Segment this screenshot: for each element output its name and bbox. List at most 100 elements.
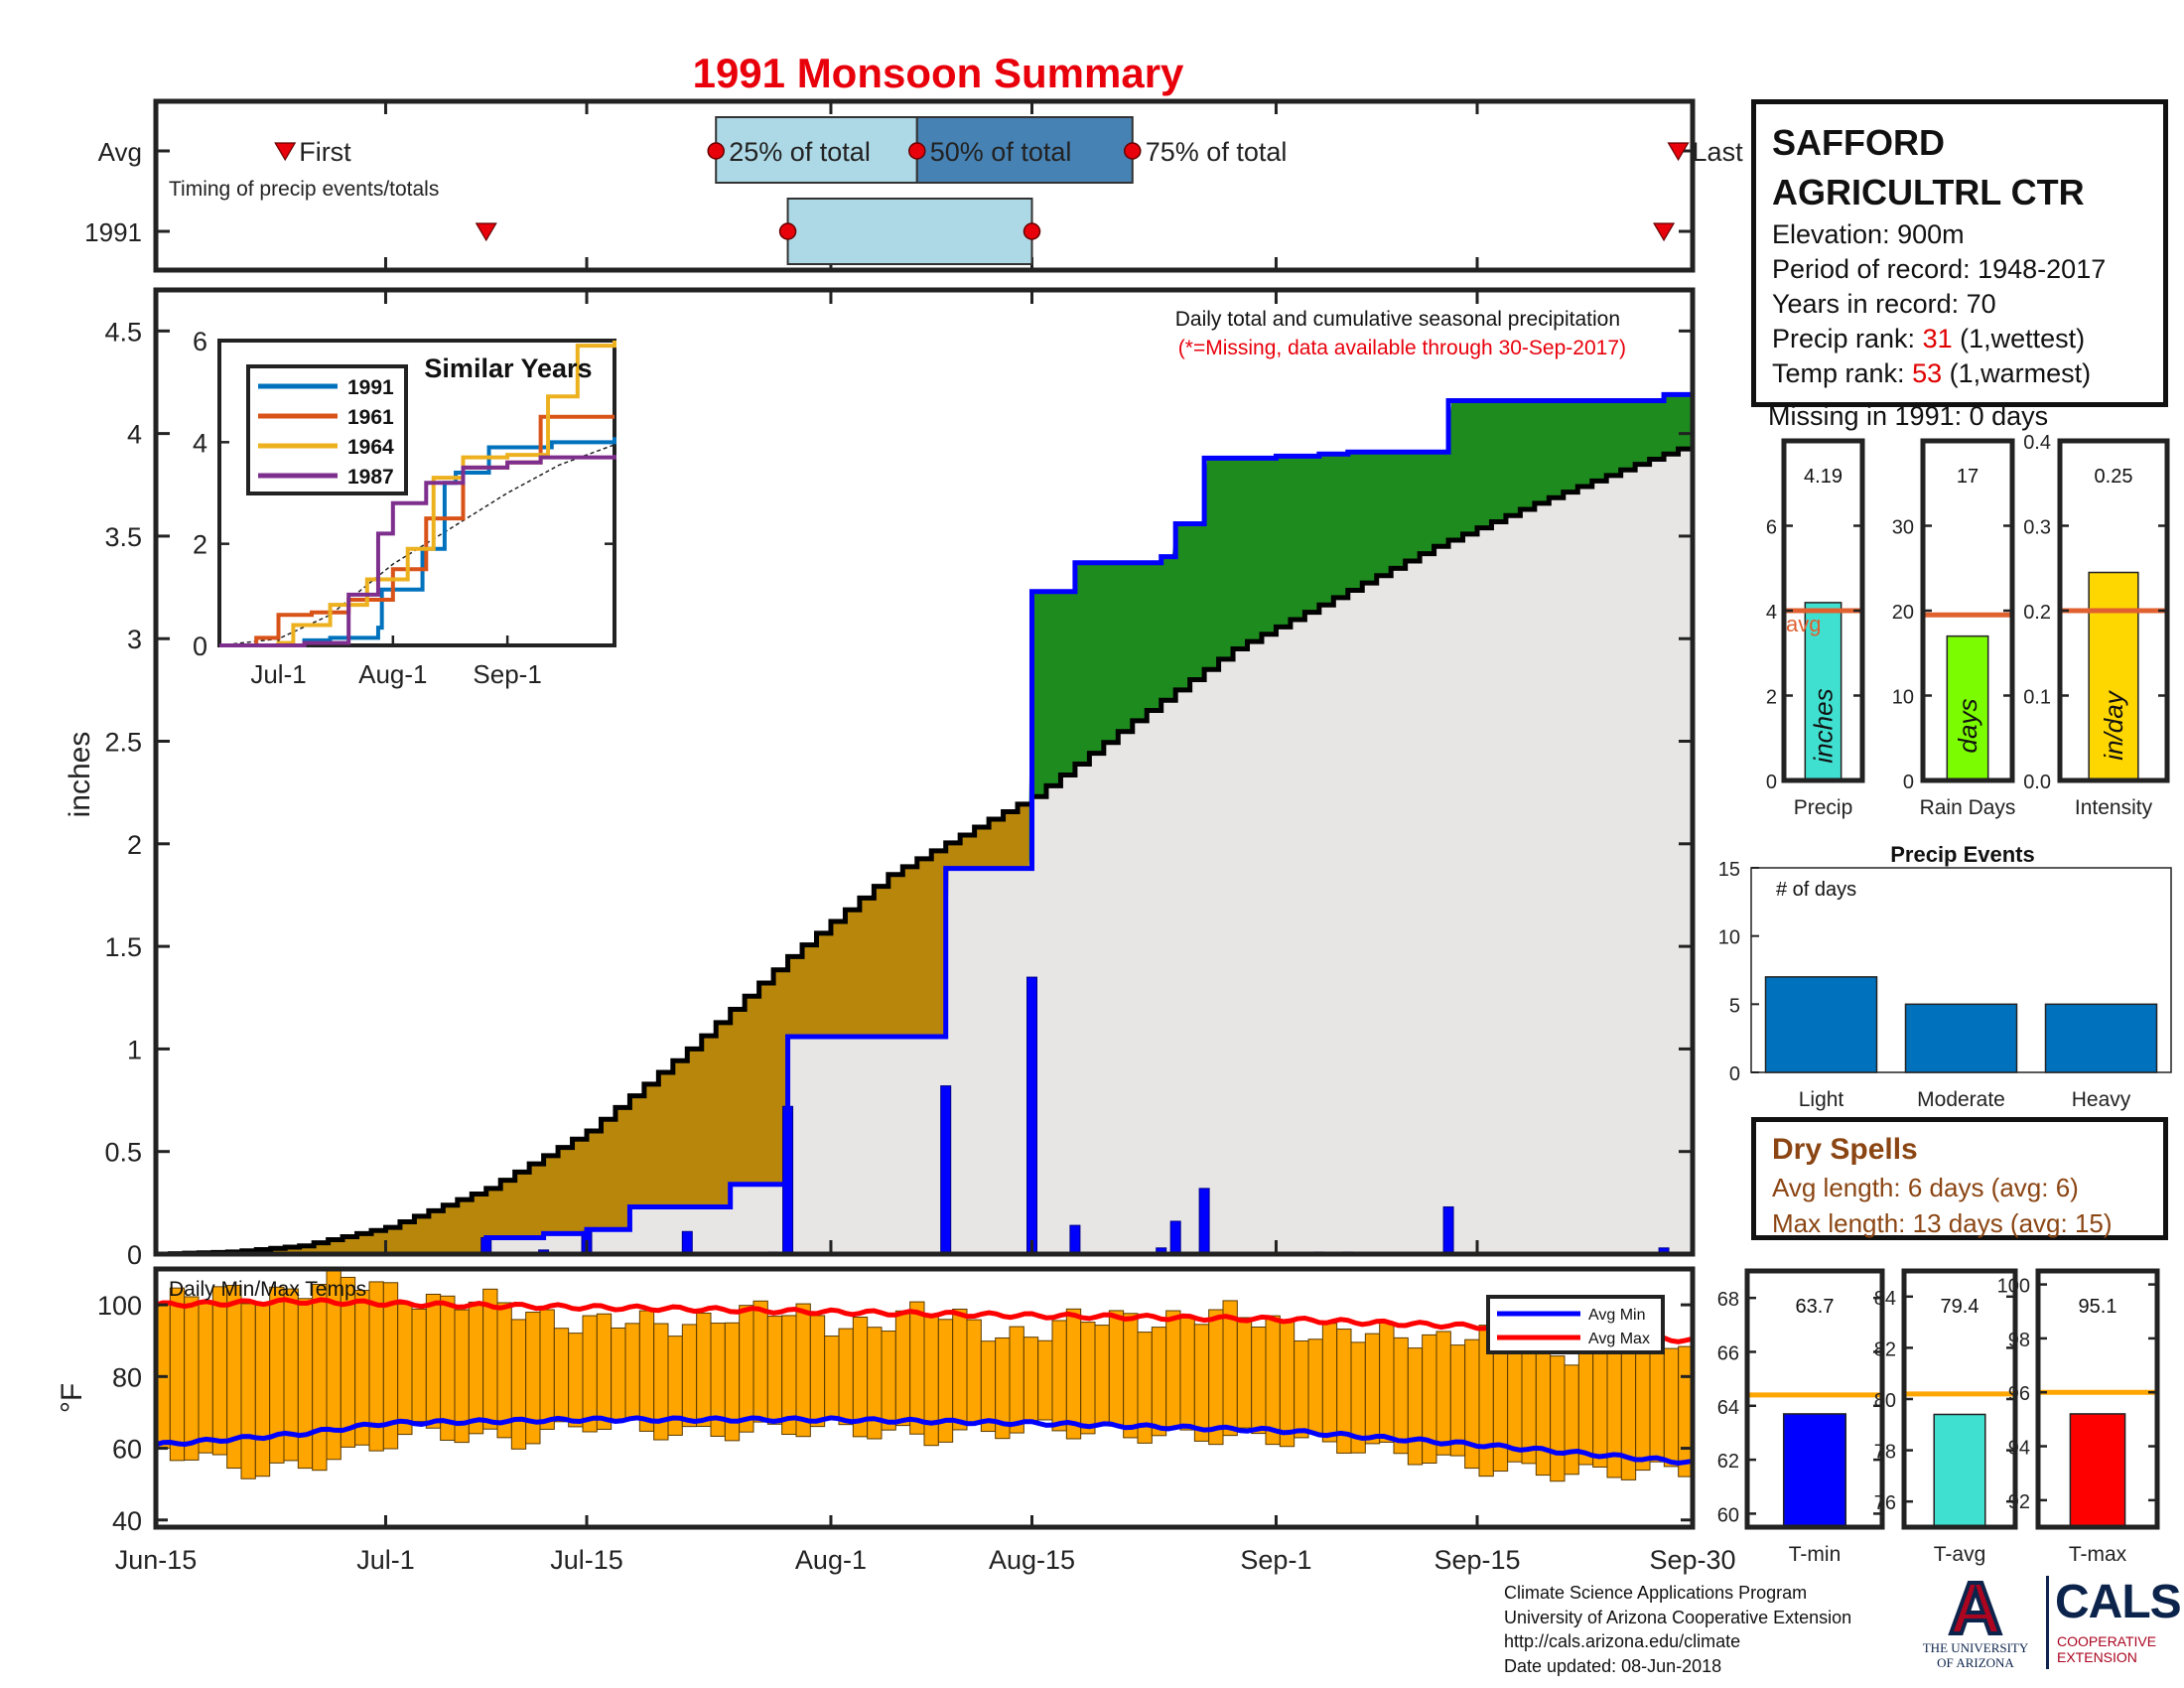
ua-line1: THE UNIVERSITY [1922, 1640, 2029, 1655]
daily-temp-bar [1236, 1317, 1253, 1429]
daily-temp-bar [1294, 1339, 1309, 1439]
dry-spells-box: Dry Spells Avg length: 6 days (avg: 6) M… [1751, 1117, 2168, 1240]
events-bar [2044, 1003, 2158, 1073]
summary-xlabel: T-max [2069, 1543, 2127, 1566]
temp-rank-note: (1,warmest) [1942, 358, 2092, 388]
main-ytick-label: 4.5 [104, 317, 142, 347]
daily-temp-bar [1094, 1325, 1110, 1426]
small-ytick-label: 0.1 [2023, 687, 2051, 709]
daily-temp-bar [397, 1303, 413, 1436]
daily-temp-bar [240, 1303, 256, 1479]
timing-row-label: Avg [98, 137, 142, 167]
daily-precip-bar [1442, 1205, 1454, 1255]
summary-bar [2069, 1413, 2126, 1528]
inset-legend-label: 1961 [347, 406, 394, 429]
daily-temp-bar [211, 1286, 228, 1456]
xtick-label: Jul-1 [356, 1545, 415, 1575]
daily-temp-bar [980, 1340, 997, 1433]
daily-temp-bar [1108, 1310, 1125, 1427]
small-ytick-label: 78 [1874, 1442, 1896, 1464]
timing-panel: Avg 1991 25% of total 50% of total 75% of to… [84, 98, 1743, 273]
dry-spells-max: Max length: 13 days (avg: 15) [1772, 1208, 2113, 1238]
daily-temp-bar [312, 1283, 328, 1472]
main-ytick-label: 0 [127, 1240, 142, 1270]
university-of-arizona-logo: A [1947, 1574, 2003, 1651]
main-ytick-label: 0.5 [104, 1138, 142, 1168]
small-ytick-label: 64 [1717, 1397, 1739, 1419]
xtick-label: Jul-15 [550, 1545, 623, 1575]
inset-series-line [219, 341, 616, 647]
events-ytick-label: 5 [1729, 995, 1740, 1017]
percentile-label: 75% of total [1146, 137, 1288, 167]
daily-precip-bar [1069, 1224, 1081, 1255]
inset-xtick-label: Sep-1 [473, 659, 541, 689]
daily-temp-bar [1592, 1337, 1608, 1468]
daily-precip-bar [1169, 1220, 1181, 1255]
summary-value-label: 79.4 [1941, 1296, 1979, 1318]
last-event-marker [1667, 142, 1690, 162]
daily-temp-bar [1449, 1344, 1466, 1457]
summary-bar-text: in/day [2099, 689, 2128, 760]
daily-temp-bar [624, 1323, 640, 1421]
cals-line2: EXTENSION [2057, 1649, 2137, 1665]
precip-rank-label: Precip rank: [1772, 324, 1923, 353]
daily-temp-bar [1023, 1336, 1039, 1422]
main-ytick-label: 3 [127, 625, 142, 654]
precip-rank: Precip rank: 31 (1,wettest) [1772, 322, 2147, 356]
precip-rank-value: 31 [1922, 324, 1953, 353]
first-event-marker [274, 142, 297, 162]
small-ytick-label: 96 [2008, 1383, 2030, 1405]
summary-value-label: 63.7 [1796, 1296, 1835, 1318]
daily-temp-bar [1564, 1364, 1579, 1476]
daily-temp-bar [1009, 1326, 1024, 1434]
summary-bar [1782, 1413, 1847, 1528]
temp-legend-box [1486, 1295, 1665, 1354]
main-ytick-label: 1 [127, 1035, 142, 1064]
events-ylabel: # of days [1776, 879, 1856, 901]
daily-temp-bar [1663, 1347, 1680, 1468]
summary-bar [1804, 602, 1843, 781]
events-title: Precip Events [1890, 842, 2035, 867]
events-xlabel: Heavy [2072, 1088, 2131, 1111]
small-ytick-label: 4 [1766, 602, 1777, 624]
credits-date: Date updated: 08-Jun-2018 [1504, 1655, 1722, 1676]
main-ytick-label: 1.5 [104, 932, 142, 962]
below-normal-fill [170, 803, 1029, 1254]
percentile-marker [908, 142, 926, 160]
events-xlabel: Moderate [1917, 1088, 2005, 1111]
year-box-25-75 [786, 198, 1033, 265]
small-ytick-label: 30 [1892, 517, 1914, 539]
daily-temp-bar [198, 1301, 213, 1454]
daily-temp-bar [582, 1315, 598, 1433]
daily-temp-bar [1464, 1338, 1480, 1470]
small-ytick-label: 62 [1717, 1451, 1739, 1473]
daily-temp-bar [1535, 1343, 1552, 1477]
summary-bar [1946, 634, 1989, 781]
percentile-marker [707, 142, 725, 160]
small-ytick-label: 82 [1874, 1338, 1896, 1360]
small-ytick-label: 68 [1717, 1289, 1739, 1311]
avg-cumulative-area [156, 443, 1693, 1255]
percentile-marker [1124, 142, 1142, 160]
timing-row-label: 1991 [84, 217, 142, 247]
summary-xlabel: T-avg [1934, 1543, 1986, 1566]
main-plot-frame [153, 287, 1696, 1257]
daily-temp-bar [1123, 1313, 1139, 1439]
daily-temp-bar [909, 1301, 925, 1435]
small-ytick-label: 0.2 [2023, 602, 2051, 624]
small-ytick-label: 94 [2008, 1438, 2030, 1460]
small-ytick-label: 80 [1874, 1390, 1896, 1412]
main-ytick-label: 3.5 [104, 522, 142, 552]
daily-temp-bar [553, 1328, 570, 1423]
station-years: Years in record: 70 [1772, 289, 1996, 319]
daily-temp-bar [638, 1310, 655, 1432]
avg-min-line [155, 1415, 1694, 1467]
summary-value-label: 0.25 [2095, 466, 2133, 488]
small-ytick-label: 10 [1892, 687, 1914, 709]
percentile-label: 25% of total [729, 137, 871, 167]
summary-value-label: 4.19 [1804, 466, 1843, 488]
station-elevation: Elevation: 900m [1772, 219, 1965, 249]
small-ytick-label: 98 [2008, 1330, 2030, 1351]
ua-wordmark: THE UNIVERSITY OF ARIZONA [1916, 1640, 2035, 1670]
small-ytick-label: 20 [1892, 602, 1914, 624]
